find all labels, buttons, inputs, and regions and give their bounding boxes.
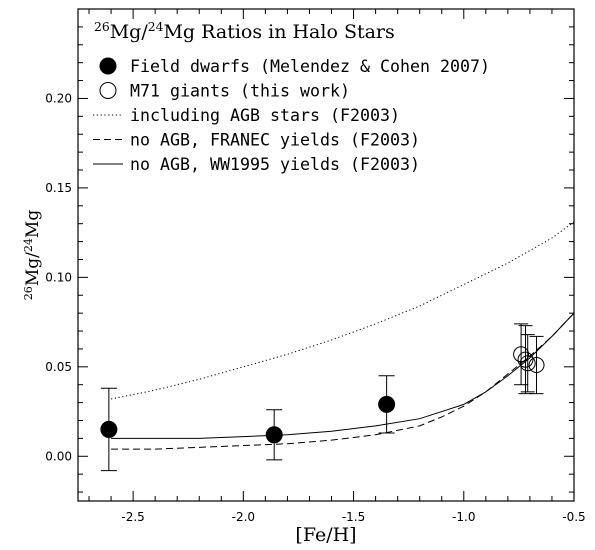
y-axis-label: 26Mg/24Mg [22, 210, 44, 301]
tick-labels: -2.5 -2.0 -1.5 -1.0 -0.5 0.00 0.05 0.10 0.15 0.20 [45, 91, 585, 524]
field-dwarf-point [265, 426, 283, 444]
model-curves [110, 221, 575, 450]
curve-dashed [111, 312, 575, 450]
legend-marker-filled [99, 57, 117, 75]
x-tick-label: -1.5 [342, 510, 365, 524]
x-axis-label: [Fe/H] [295, 524, 356, 546]
chart-title: 26Mg/24Mg Ratios in Halo Stars [94, 20, 395, 43]
m71-giant-point [528, 357, 545, 374]
x-tick-label: -2.5 [121, 510, 144, 524]
x-tick-label: -0.5 [562, 510, 585, 524]
m71-giant-point [519, 355, 536, 372]
y-tick-label: 0.15 [45, 181, 72, 195]
y-tick-label: 0.00 [45, 449, 72, 463]
m71-giant-point [517, 351, 534, 368]
m71-giant-point [513, 346, 530, 363]
field-dwarf-point [100, 420, 118, 438]
legend-label: no AGB, FRANEC yields (F2003) [130, 131, 420, 150]
y-tick-label: 0.05 [45, 360, 72, 374]
x-tick-label: -2.0 [232, 510, 255, 524]
data-points [100, 323, 545, 472]
legend-label: including AGB stars (F2003) [130, 106, 400, 125]
legend: Field dwarfs (Melendez & Cohen 2007) M71 … [93, 57, 490, 174]
y-tick-label: 0.10 [45, 270, 72, 284]
axis-ticks [78, 8, 575, 501]
plot-frame [77, 8, 575, 502]
legend-label: no AGB, WW1995 yields (F2003) [130, 155, 420, 174]
curve-dotted [110, 221, 575, 400]
legend-label: Field dwarfs (Melendez & Cohen 2007) [130, 57, 490, 76]
field-dwarf-point [378, 395, 396, 413]
curve-solid [111, 312, 575, 439]
legend-marker-open [99, 82, 117, 99]
legend-label: M71 giants (this work) [130, 82, 350, 101]
y-tick-label: 0.20 [45, 91, 72, 105]
x-tick-label: -1.0 [452, 510, 475, 524]
